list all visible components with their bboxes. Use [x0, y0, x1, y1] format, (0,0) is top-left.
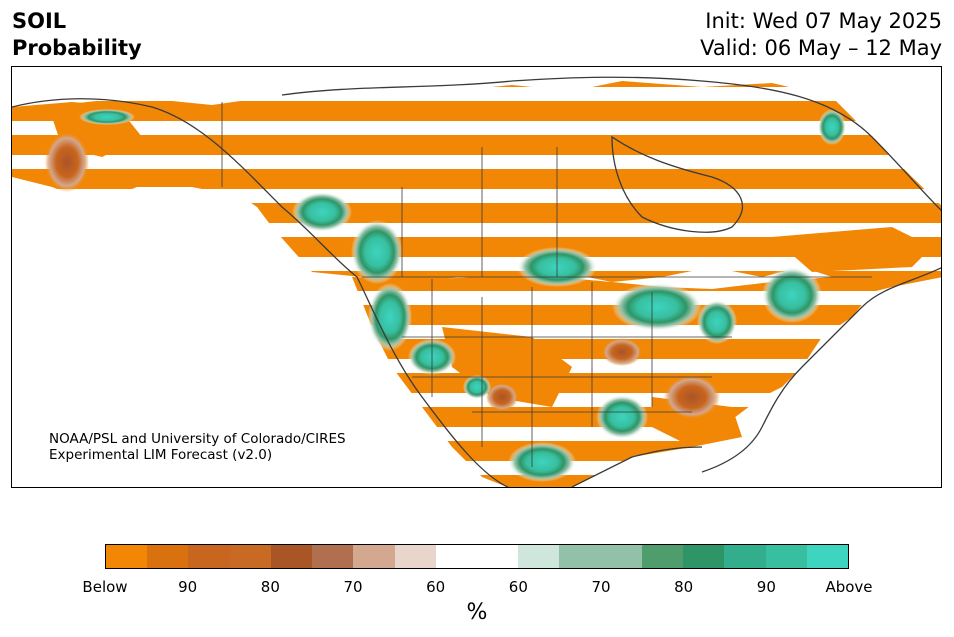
colorbar-segment: [435, 545, 477, 568]
green-blob: [762, 267, 822, 323]
chart-title: SOIL Probability: [12, 8, 142, 62]
green-blob: [596, 395, 648, 439]
brown-core: [664, 375, 720, 419]
credit-text: NOAA/PSL and University of Colorado/CIRE…: [49, 431, 346, 463]
credit-line-1: NOAA/PSL and University of Colorado/CIRE…: [49, 431, 346, 447]
valid-range: Valid: 06 May – 12 May: [700, 36, 942, 60]
green-blob: [463, 375, 491, 399]
green-blob: [697, 300, 737, 344]
colorbar-segment: [559, 545, 601, 568]
colorbar-segment: [600, 545, 642, 568]
green-blob: [351, 220, 403, 284]
green-blob: [79, 109, 135, 125]
colorbar-segment: [312, 545, 354, 568]
brown-core: [602, 338, 642, 366]
colorbar-segment: [188, 545, 230, 568]
colorbar-segment: [106, 545, 148, 568]
colorbar-segment: [765, 545, 807, 568]
colorbar-tick-label: 70: [343, 578, 363, 596]
colorbar-tick-label: 60: [508, 578, 528, 596]
colorbar-unit: %: [466, 600, 488, 625]
green-blob: [368, 283, 412, 351]
init-date: Init: Wed 07 May 2025: [705, 9, 942, 33]
coastlines: [12, 76, 941, 487]
green-blob: [292, 192, 352, 232]
colorbar-tick-label: 80: [260, 578, 280, 596]
colorbar-tick-label: Below: [82, 578, 128, 596]
orange-region: [772, 227, 932, 272]
colorbar-tick-label: 90: [756, 578, 776, 596]
map-svg: [12, 76, 941, 487]
colorbar-segment: [683, 545, 725, 568]
colorbar-segment: [394, 545, 436, 568]
colorbar-segment: [353, 545, 395, 568]
colorbar-tick-label: 80: [674, 578, 694, 596]
probability-label: Probability: [12, 36, 142, 60]
colorbar-segment: [147, 545, 189, 568]
colorbar-tick-label: 60: [426, 578, 446, 596]
land-canada: [32, 81, 941, 297]
green-blob: [508, 442, 576, 482]
orange-region: [442, 327, 572, 407]
variable-label: SOIL: [12, 9, 67, 33]
colorbar-tick-label: 70: [591, 578, 611, 596]
green-blob: [818, 109, 846, 145]
forecast-map: [11, 66, 942, 488]
colorbar-tick-label: Above: [825, 578, 873, 596]
colorbar-segment: [641, 545, 684, 568]
colorbar-tick-label: 90: [178, 578, 198, 596]
colorbar-segment: [476, 545, 519, 568]
credit-line-2: Experimental LIM Forecast (v2.0): [49, 447, 273, 463]
brown-core: [486, 383, 518, 411]
green-blob: [612, 283, 702, 331]
colorbar: [105, 544, 849, 569]
brown-core: [45, 132, 89, 192]
colorbar-segment: [806, 545, 848, 568]
colorbar-segment: [518, 545, 560, 568]
date-info: Init: Wed 07 May 2025 Valid: 06 May – 12…: [700, 8, 942, 62]
colorbar-segment: [270, 545, 313, 568]
state-borders: [221, 102, 872, 467]
colorbar-segment: [229, 545, 271, 568]
colorbar-segment: [724, 545, 766, 568]
